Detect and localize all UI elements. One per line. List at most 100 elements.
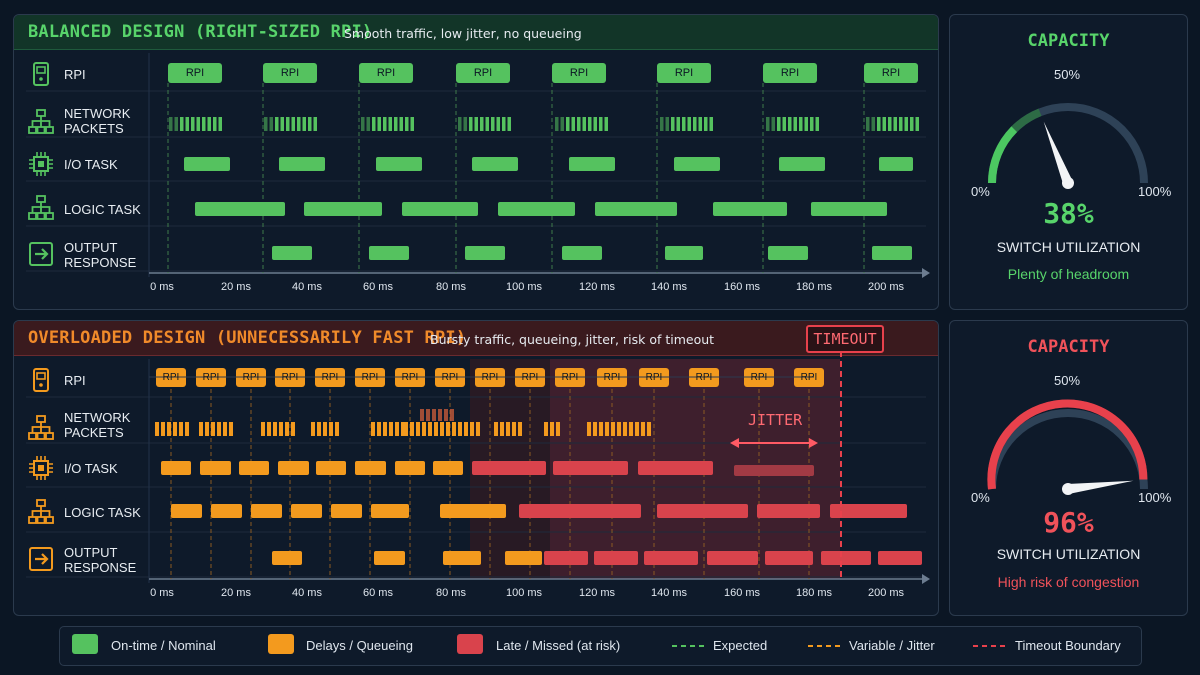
gauge-max-label: 100%	[1138, 490, 1172, 505]
rpi-block-label: RPI	[603, 372, 621, 383]
io-task-block	[779, 157, 825, 171]
legend-expected: Expected	[713, 638, 768, 653]
packet-mark	[422, 422, 426, 436]
packet-mark	[804, 117, 808, 131]
lane-label-output-2: RESPONSE	[64, 255, 137, 270]
io-task-block	[638, 461, 713, 475]
io-task-block	[200, 461, 231, 475]
gauge-value: 38%	[1043, 197, 1094, 230]
output-block	[505, 551, 542, 565]
gauge-min-label: 0%	[971, 184, 990, 199]
packet-mark	[279, 422, 283, 436]
axis-tick-label: 80 ms	[436, 587, 466, 599]
packet-mark	[440, 422, 444, 436]
packet-mark	[161, 422, 165, 436]
gauge-title: CAPACITY	[1027, 31, 1110, 51]
overloaded-timeline	[26, 351, 930, 584]
io-task-block	[279, 157, 325, 171]
legend-late: Late / Missed (at risk)	[496, 638, 621, 653]
packet-mark	[323, 422, 327, 436]
legend-line-variable	[808, 645, 842, 647]
packet-mark	[416, 422, 420, 436]
axis-tick-label: 140 ms	[650, 587, 688, 599]
rpi-block-label: RPI	[481, 372, 499, 383]
packet-mark	[500, 422, 504, 436]
packet-mark	[311, 422, 315, 436]
packet-mark	[660, 117, 664, 131]
rpi-device-icon	[33, 62, 49, 86]
rpi-block-label: RPI	[361, 372, 379, 383]
rpi-block-label: RPI	[521, 372, 539, 383]
rpi-block-label: RPI	[569, 67, 589, 79]
packet-mark	[329, 422, 333, 436]
rpi-block-label: RPI	[695, 372, 713, 383]
packet-mark	[512, 422, 516, 436]
packet-mark	[587, 422, 591, 436]
io-task-block	[239, 461, 269, 475]
packet-mark	[458, 422, 462, 436]
axis-tick-label: 60 ms	[363, 281, 393, 293]
rpi-block-label: RPI	[280, 67, 300, 79]
packet-mark	[788, 117, 792, 131]
packet-mark	[199, 422, 203, 436]
logic-task-block	[371, 504, 409, 518]
axis-tick-label: 40 ms	[292, 587, 322, 599]
capacity-gauge-balanced: CAPACITY 50% 0% 100% 38% SWITCH UTILIZAT…	[949, 14, 1188, 310]
network-icon	[28, 415, 54, 440]
rpi-block-label: RPI	[321, 372, 339, 383]
gauge-fill	[987, 399, 1148, 490]
rpi-block-label: RPI	[185, 67, 205, 79]
packet-mark	[395, 422, 399, 436]
packet-mark	[180, 117, 184, 131]
axis-tick-label: 120 ms	[578, 587, 616, 599]
lane-label-output-2: RESPONSE	[64, 560, 137, 575]
legend-delays: Delays / Queueing	[306, 638, 413, 653]
packet-mark	[904, 117, 908, 131]
packet-mark	[544, 422, 548, 436]
packet-mark	[452, 422, 456, 436]
overloaded-subtitle: Bursty traffic, queueing, jitter, risk o…	[430, 332, 715, 347]
packet-mark	[496, 117, 500, 131]
lane-label-logic: LOGIC TASK	[64, 202, 141, 217]
logic-task-block	[195, 202, 285, 216]
legend-ontime: On-time / Nominal	[111, 638, 216, 653]
packet-mark	[604, 117, 608, 131]
logic-tree-icon	[28, 499, 54, 524]
packet-mark	[383, 422, 387, 436]
packet-mark	[205, 422, 209, 436]
packet-mark	[866, 117, 870, 131]
logic-task-block	[251, 504, 282, 518]
packet-mark	[871, 117, 875, 131]
gauge-hub	[1062, 177, 1074, 189]
lane-label-packets-2: PACKETS	[64, 121, 124, 136]
overloaded-panel: OVERLOADED DESIGN (UNNECESSARILY FAST RP…	[13, 320, 939, 616]
axis-tick-label: 20 ms	[221, 281, 251, 293]
rpi-block-label: RPI	[202, 372, 220, 383]
logic-task-block	[211, 504, 242, 518]
packet-mark	[285, 422, 289, 436]
packet-mark	[507, 117, 511, 131]
gauge-mid-label: 50%	[1054, 67, 1081, 82]
axis-tick-label: 80 ms	[436, 281, 466, 293]
output-block	[465, 246, 505, 260]
packet-mark	[556, 422, 560, 436]
rpi-block-label: RPI	[441, 372, 459, 383]
packet-mark	[550, 422, 554, 436]
gauge-label: SWITCH UTILIZATION	[996, 239, 1141, 255]
output-block	[272, 246, 312, 260]
packet-mark	[366, 117, 370, 131]
packet-mark	[915, 117, 919, 131]
rpi-block-label: RPI	[674, 67, 694, 79]
packet-mark	[766, 117, 770, 131]
packet-mark	[377, 422, 381, 436]
packet-mark	[469, 117, 473, 131]
output-block	[644, 551, 698, 565]
packet-mark	[476, 422, 480, 436]
timeout-badge: TIMEOUT	[806, 325, 884, 353]
logic-task-block	[331, 504, 362, 518]
legend-swatch-ontime	[72, 634, 98, 654]
rpi-block-label: RPI	[645, 372, 663, 383]
rpi-block	[456, 63, 510, 83]
packet-mark	[371, 422, 375, 436]
packet-mark	[815, 117, 819, 131]
